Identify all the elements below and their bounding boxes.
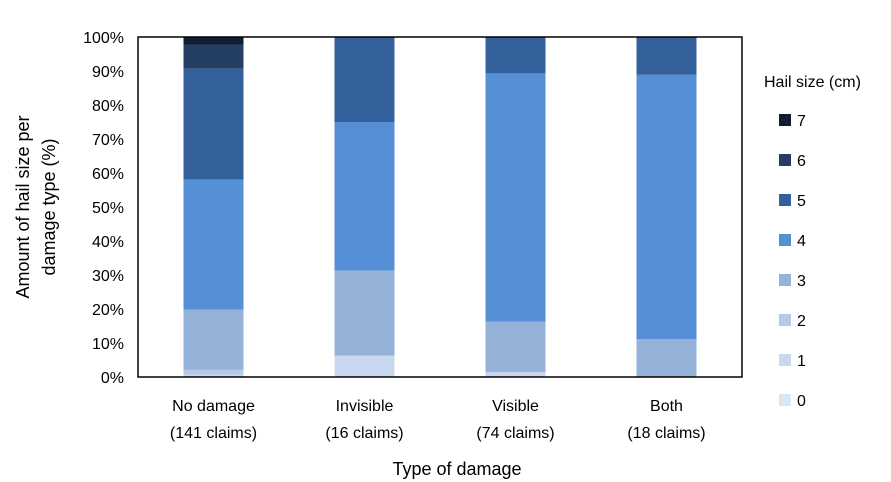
y-tick-label: 90% [92,64,124,81]
bar-segment-1 [485,372,546,377]
bar-segment-7 [183,37,244,45]
x-category-label: (16 claims) [325,425,403,442]
x-category-label: No damage [172,398,255,415]
y-tick-label: 30% [92,268,124,285]
plot-area-frame [137,36,743,378]
y-tick-label: 50% [92,200,124,217]
x-axis-title: Type of damage [392,459,521,479]
legend-title: Hail size (cm) [764,74,861,91]
bar-segment-5 [183,68,244,180]
x-category-label: (18 claims) [627,425,705,442]
legend-swatch-6 [779,154,791,166]
bar-segment-1 [183,374,244,377]
legend-swatch-7 [779,114,791,126]
bar-segment-3 [485,321,546,373]
bar-segment-5 [636,37,697,75]
y-tick-label: 10% [92,336,124,353]
legend: 7 6 5 4 3 2 1 0 [779,113,806,410]
bar-segment-5 [334,37,395,122]
bar-segment-3 [334,270,395,356]
y-tick-label: 100% [83,30,124,47]
y-tick-label: 40% [92,234,124,251]
legend-label-6: 6 [797,153,806,170]
y-tick-label: 0% [101,370,124,387]
x-category-label: Visible [492,398,539,415]
bar-segment-4 [636,74,697,340]
bar-segment-6 [183,44,244,69]
x-category-label: (141 claims) [170,425,257,442]
y-tick-label: 80% [92,98,124,115]
legend-label-0: 0 [797,393,806,410]
y-tick-label: 70% [92,132,124,149]
bar-segment-3 [636,339,697,377]
y-axis-title-line-1: Amount of hail size per [13,115,33,298]
legend-label-7: 7 [797,113,806,130]
bar-segment-2 [183,369,244,375]
bar-segment-5 [485,37,546,74]
bar-segment-3 [183,309,244,370]
legend-label-1: 1 [797,353,806,370]
legend-label-3: 3 [797,273,806,290]
legend-swatch-3 [779,274,791,286]
legend-swatch-5 [779,194,791,206]
bar-segment-4 [485,73,546,322]
bar-segment-4 [334,122,395,271]
y-tick-label: 20% [92,302,124,319]
y-tick-label: 60% [92,166,124,183]
x-category-label: Both [650,398,683,415]
bar-segment-4 [183,179,244,310]
x-category-label: Invisible [336,398,394,415]
legend-label-5: 5 [797,193,806,210]
legend-swatch-1 [779,354,791,366]
bar-segment-1 [334,355,395,377]
legend-label-2: 2 [797,313,806,330]
y-axis-title-line-2: damage type (%) [39,138,59,275]
legend-swatch-0 [779,394,791,406]
legend-label-4: 4 [797,233,806,250]
legend-swatch-4 [779,234,791,246]
legend-swatch-2 [779,314,791,326]
x-category-label: (74 claims) [476,425,554,442]
